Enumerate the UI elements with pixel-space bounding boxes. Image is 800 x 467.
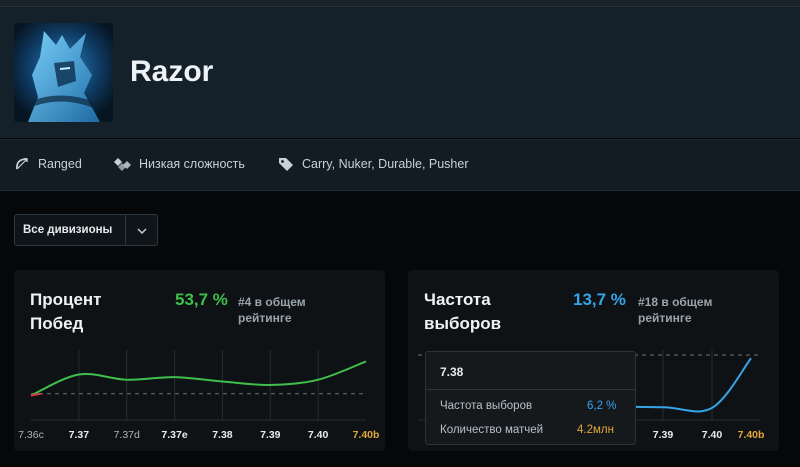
x-tick-label: 7.40b bbox=[353, 429, 380, 441]
pickrate-value: 13,7 % bbox=[573, 290, 626, 309]
tooltip-divider bbox=[426, 389, 635, 390]
pickrate-title: Частота выборов bbox=[424, 290, 502, 333]
tooltip-pickrate-value: 6,2 % bbox=[587, 400, 617, 412]
dropdown-divider bbox=[125, 215, 126, 245]
winrate-rank: #4 в общем рейтинге bbox=[238, 295, 306, 325]
chevron-down-icon bbox=[137, 228, 147, 235]
x-tick-label: 7.38 bbox=[212, 429, 233, 441]
bow-icon bbox=[16, 158, 28, 170]
x-tick-label: 7.40b bbox=[738, 429, 765, 441]
x-tick-label: 7.36c bbox=[18, 429, 44, 441]
winrate-card: Процент Побед 53,7 % #4 в общем рейтинге… bbox=[14, 270, 385, 451]
attribute-label: Низкая сложность bbox=[139, 157, 245, 171]
winrate-series-line bbox=[30, 360, 367, 397]
x-tick-label: 7.40 bbox=[702, 429, 723, 441]
attribute-roles: Carry, Nuker, Durable, Pusher bbox=[278, 156, 469, 172]
hero-attributes-bar: Ranged Низкая сложность Carry, Nuker, Du… bbox=[0, 139, 800, 191]
attribute-label: Carry, Nuker, Durable, Pusher bbox=[302, 157, 469, 171]
tooltip-matches-value: 4.2млн bbox=[577, 424, 614, 436]
x-tick-label: 7.40 bbox=[308, 429, 329, 441]
attribute-attack-type: Ranged bbox=[14, 156, 82, 172]
x-tick-label: 7.39 bbox=[653, 429, 674, 441]
hero-portrait bbox=[14, 23, 113, 122]
winrate-below-baseline-segment bbox=[30, 392, 42, 397]
hero-header: Razor bbox=[0, 7, 800, 138]
attribute-label: Ranged bbox=[38, 157, 82, 171]
division-filter-label: Все дивизионы bbox=[23, 224, 113, 236]
winrate-title: Процент Побед bbox=[30, 290, 102, 333]
tooltip-patch: 7.38 bbox=[440, 365, 464, 379]
tooltip-pickrate-label: Частота выборов bbox=[440, 400, 533, 412]
x-tick-label: 7.37 bbox=[69, 429, 90, 441]
division-filter-dropdown[interactable]: Все дивизионы bbox=[14, 214, 158, 246]
hero-name: Razor bbox=[130, 55, 214, 88]
winrate-value: 53,7 % bbox=[175, 290, 228, 309]
x-tick-label: 7.37e bbox=[161, 429, 187, 441]
razor-portrait bbox=[14, 23, 113, 122]
pickrate-rank: #18 в общем рейтинге bbox=[638, 295, 713, 325]
x-tick-label: 7.39 bbox=[260, 429, 281, 441]
tag-icon bbox=[279, 158, 293, 171]
attribute-complexity: Низкая сложность bbox=[114, 156, 245, 172]
x-tick-label: 7.37d bbox=[114, 429, 140, 441]
top-strip bbox=[0, 0, 800, 7]
chart-tooltip: 7.38 Частота выборов 6,2 % Количество ма… bbox=[425, 351, 636, 445]
winrate-chart[interactable]: 7.36c 7.37 7.37d 7.37e 7.38 7.39 7.40 7.40b bbox=[14, 270, 385, 451]
tooltip-matches-label: Количество матчей bbox=[440, 424, 544, 436]
complexity-icon bbox=[114, 158, 131, 171]
